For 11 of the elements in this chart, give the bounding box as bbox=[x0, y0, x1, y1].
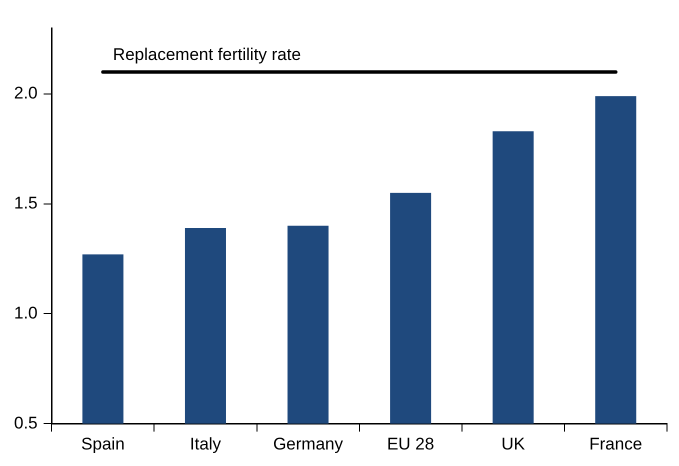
x-tick-label: Italy bbox=[190, 434, 222, 454]
x-tick-label: France bbox=[589, 434, 642, 454]
x-tick-label: UK bbox=[501, 434, 526, 454]
x-tick-label: Germany bbox=[273, 434, 344, 454]
y-tick-label: 2.0 bbox=[14, 84, 38, 103]
y-tick-label: 0.5 bbox=[14, 413, 38, 432]
x-tick-label: Spain bbox=[81, 434, 125, 454]
ref-line-label: Replacement fertility rate bbox=[112, 45, 301, 64]
y-tick-label: 1.0 bbox=[14, 303, 38, 322]
x-tick-label: EU 28 bbox=[386, 434, 434, 454]
y-tick-label: 1.5 bbox=[14, 194, 38, 213]
